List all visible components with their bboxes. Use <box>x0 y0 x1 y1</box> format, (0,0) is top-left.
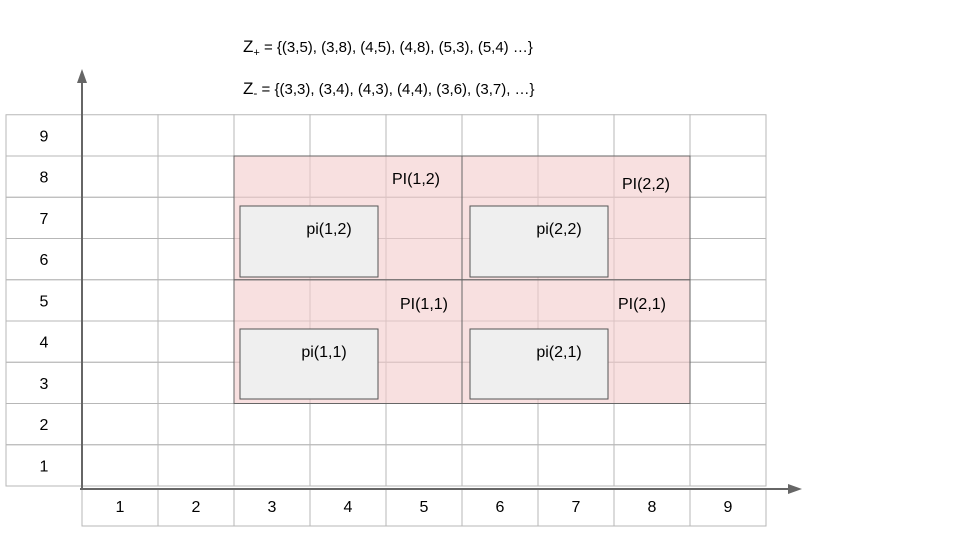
region-label: PI(2,1) <box>618 296 666 313</box>
grid-cell <box>613 114 691 157</box>
z-minus-set: Z- = {(3,3), (3,4), (4,3), (4,4), (3,6),… <box>243 79 535 100</box>
inner-boxes-layer <box>239 205 609 400</box>
grid-cell <box>81 155 159 198</box>
grid-cell <box>613 403 691 446</box>
grid-cell <box>309 444 387 487</box>
grid-cell <box>309 403 387 446</box>
grid-cell <box>81 361 159 404</box>
grid-cell <box>81 279 159 322</box>
inner-box-label: pi(2,1) <box>536 344 581 361</box>
grid-cell <box>689 114 767 157</box>
grid-cell <box>461 444 539 487</box>
grid-cell <box>309 114 387 157</box>
grid-cell <box>689 196 767 239</box>
x-tick-label: 4 <box>344 499 353 516</box>
z-minus-subscript: - <box>253 86 258 100</box>
grid-cell <box>689 444 767 487</box>
x-tick-label: 2 <box>192 499 201 516</box>
grid-cell <box>385 444 463 487</box>
grid-cell <box>689 361 767 404</box>
labels-layer: PI(1,1) PI(1,2) PI(2,1) PI(2,2) pi(1,1) pi(1,… <box>301 171 670 361</box>
x-tick-label: 7 <box>572 499 581 516</box>
grid-cell <box>157 155 235 198</box>
grid-cell <box>157 196 235 239</box>
grid-cell <box>461 403 539 446</box>
x-axis-arrow-icon <box>788 484 802 494</box>
y-tick-label: 3 <box>40 376 49 393</box>
z-minus-members: = {(3,3), (3,4), (4,3), (4,4), (3,6), (3… <box>257 81 535 98</box>
inner-box-label: pi(1,2) <box>306 221 351 238</box>
grid-cell <box>385 403 463 446</box>
grid-cell <box>537 114 615 157</box>
axes-layer <box>77 69 802 494</box>
grid-cell <box>537 403 615 446</box>
grid-cell <box>233 403 311 446</box>
grid-cell <box>385 114 463 157</box>
y-tick-label: 9 <box>40 128 49 145</box>
grid-cell <box>537 444 615 487</box>
grid-cell <box>689 238 767 281</box>
grid-cell <box>81 403 159 446</box>
grid-cell <box>233 114 311 157</box>
grid-cell <box>613 444 691 487</box>
y-tick-label: 6 <box>40 252 49 269</box>
grid-cell <box>157 320 235 363</box>
grid-cell <box>689 320 767 363</box>
grid-cell <box>157 238 235 281</box>
z-plus-symbol: Z <box>243 37 254 56</box>
inner-box-pi-2-1 <box>469 328 609 400</box>
y-tick-label: 4 <box>40 335 49 352</box>
inner-box-label: pi(1,1) <box>301 344 346 361</box>
x-tick-label: 6 <box>496 499 505 516</box>
x-tick-label: 3 <box>268 499 277 516</box>
z-plus-subscript: + <box>253 47 260 59</box>
y-axis-arrow-icon <box>77 69 87 83</box>
grid-cell <box>689 155 767 198</box>
grid-cell <box>157 279 235 322</box>
grid-cell <box>689 279 767 322</box>
inner-box-pi-1-1 <box>239 328 379 400</box>
y-tick-label: 1 <box>40 458 49 475</box>
z-plus-set: Z+ = {(3,5), (3,8), (4,5), (4,8), (5,3),… <box>243 37 533 59</box>
region-label: PI(2,2) <box>622 176 670 193</box>
grid-cell <box>157 114 235 157</box>
grid-cell <box>81 238 159 281</box>
region-label: PI(1,2) <box>392 171 440 188</box>
grid-cell <box>81 320 159 363</box>
y-tick-label: 7 <box>40 211 49 228</box>
grid-cell <box>157 444 235 487</box>
grid-cell <box>157 403 235 446</box>
x-tick-label: 8 <box>648 499 657 516</box>
x-tick-label: 1 <box>116 499 125 516</box>
x-tick-label: 9 <box>724 499 733 516</box>
inner-box-pi-2-2 <box>469 205 609 278</box>
z-minus-symbol: Z <box>243 79 254 98</box>
grid-cell <box>81 196 159 239</box>
z-plus-members: = {(3,5), (3,8), (4,5), (4,8), (5,3), (5… <box>259 39 533 56</box>
grid-cell <box>233 444 311 487</box>
inner-box-label: pi(2,2) <box>536 221 581 238</box>
y-tick-label: 2 <box>40 417 49 434</box>
y-tick-label: 8 <box>40 170 49 187</box>
y-tick-label: 5 <box>40 293 49 310</box>
grid-cell <box>157 361 235 404</box>
grid-cell <box>81 114 159 157</box>
region-label: PI(1,1) <box>400 296 448 313</box>
x-tick-label: 5 <box>420 499 429 516</box>
grid-cell <box>461 114 539 157</box>
tick-labels-layer: 1 2 3 4 5 6 7 8 9 1 2 3 4 5 6 7 8 9 <box>40 128 733 516</box>
inner-box-pi-1-2 <box>239 205 379 278</box>
grid-cell <box>81 444 159 487</box>
grid-cell <box>689 403 767 446</box>
